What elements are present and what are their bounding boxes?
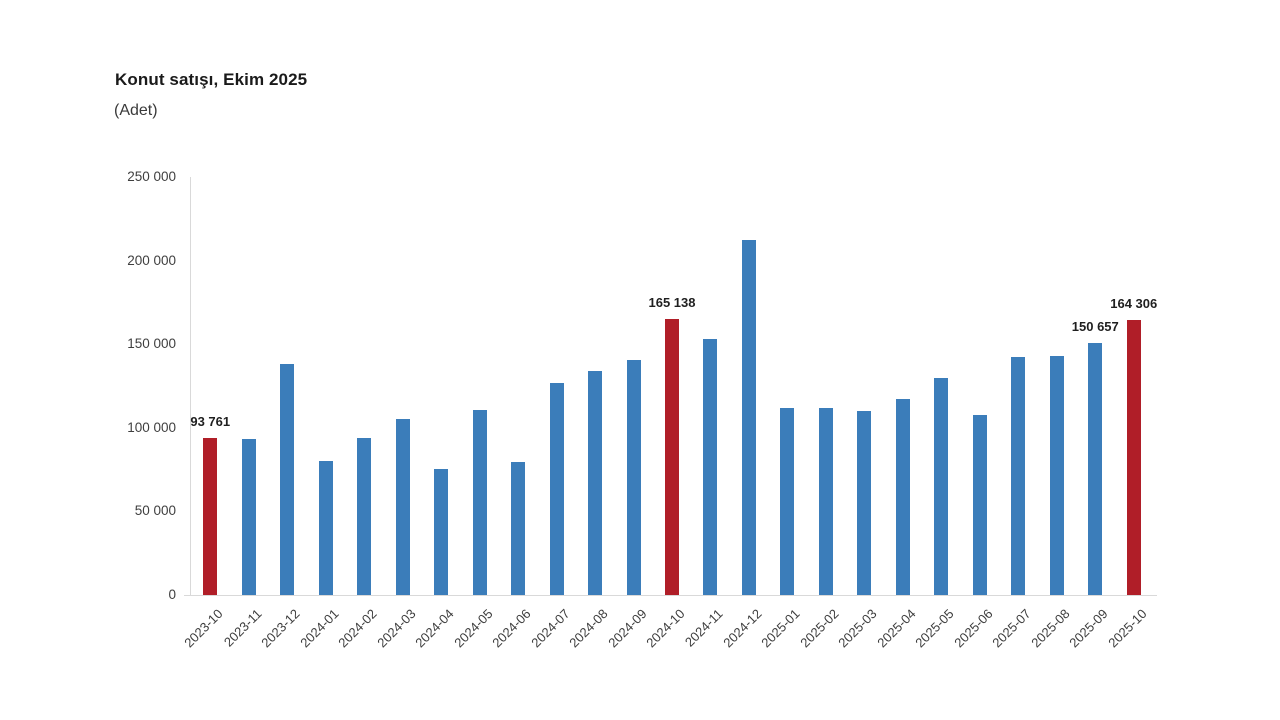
bar-value-label-2024-10: 165 138 (648, 295, 696, 310)
y-axis-line (190, 177, 191, 596)
x-tick-label-2024-05: 2024-05 (450, 606, 496, 651)
chart-title: Konut satışı, Ekim 2025 (115, 70, 308, 89)
x-tick-label-2023-11: 2023-11 (220, 606, 265, 650)
bar-2025-08[interactable] (1049, 356, 1064, 595)
bar-2025-04[interactable] (895, 399, 910, 595)
x-tick-label-2025-06: 2025-06 (951, 606, 996, 651)
y-tick-label: 100 000 (127, 419, 176, 435)
x-axis-line (184, 595, 1157, 596)
bar-2024-09[interactable] (626, 360, 641, 595)
x-tick-label-2024-06: 2024-06 (489, 606, 534, 651)
x-tick-label-2024-10: 2024-10 (643, 606, 688, 651)
bar-2025-10[interactable] (1126, 320, 1141, 595)
x-tick-label-2024-11: 2024-11 (682, 606, 727, 650)
bar-2023-12[interactable] (280, 364, 295, 595)
x-tick-label-2023-12: 2023-12 (258, 606, 303, 651)
bar-2024-04[interactable] (434, 469, 449, 595)
bar-2025-01[interactable] (780, 408, 795, 595)
x-tick-label-2024-08: 2024-08 (566, 606, 611, 651)
bar-2024-06[interactable] (511, 462, 526, 595)
x-tick-label-2025-03: 2025-03 (835, 606, 880, 651)
bar-value-label-2025-10: 164 306 (1110, 296, 1158, 311)
x-tick-label-2024-01: 2024-01 (296, 606, 342, 651)
x-tick-label-2024-12: 2024-12 (720, 606, 765, 651)
x-tick-label-2025-07: 2025-07 (989, 606, 1034, 651)
x-tick-label-2024-07: 2024-07 (527, 606, 573, 651)
bar-2023-11[interactable] (241, 439, 256, 595)
bar-2024-08[interactable] (588, 371, 603, 595)
x-tick-label-2025-01: 2025-01 (758, 606, 804, 651)
y-tick-label: 200 000 (127, 252, 176, 268)
bar-2024-05[interactable] (472, 410, 487, 595)
bar-2025-02[interactable] (818, 408, 833, 595)
x-tick-label-2025-09: 2025-09 (1066, 606, 1111, 651)
x-tick-label-2025-05: 2025-05 (912, 606, 957, 651)
x-tick-label-2025-02: 2025-02 (797, 606, 842, 651)
x-tick-label-2024-09: 2024-09 (604, 606, 650, 651)
bar-2024-01[interactable] (318, 461, 333, 595)
bar-2025-09[interactable] (1088, 343, 1103, 595)
bar-value-label-2023-10: 93 761 (190, 414, 231, 429)
x-tick-label-2025-04: 2025-04 (874, 606, 919, 651)
bar-2025-07[interactable] (1011, 357, 1026, 595)
bar-value-label-2025-09: 150 657 (1071, 319, 1119, 334)
x-tick-label-2024-02: 2024-02 (335, 606, 380, 651)
x-tick-label-2024-03: 2024-03 (373, 606, 419, 651)
chart-subtitle: (Adet) (114, 102, 158, 119)
y-tick-label: 150 000 (127, 336, 176, 352)
bar-2024-10[interactable] (665, 319, 679, 595)
bar-2025-05[interactable] (934, 378, 949, 595)
y-tick-label: 50 000 (134, 503, 176, 519)
bar-2024-02[interactable] (357, 438, 372, 595)
bar-2024-11[interactable] (703, 339, 718, 595)
y-tick-label: 0 (168, 587, 176, 602)
x-tick-label-2024-04: 2024-04 (412, 606, 457, 651)
bar-2024-07[interactable] (549, 383, 564, 595)
bar-2025-03[interactable] (857, 411, 872, 595)
x-tick-label-2025-10: 2025-10 (1105, 606, 1150, 651)
plot-area: 93 761 165 138 150 657 164 306 (190, 177, 1157, 595)
x-tick-label-2025-08: 2025-08 (1028, 606, 1073, 651)
bar-2024-12[interactable] (741, 240, 756, 595)
bar-2025-06[interactable] (972, 415, 987, 595)
bar-2023-10[interactable] (203, 438, 218, 595)
bar-2024-03[interactable] (395, 419, 410, 595)
y-tick-label: 250 000 (127, 169, 176, 184)
x-tick-label-2023-10: 2023-10 (181, 606, 226, 651)
